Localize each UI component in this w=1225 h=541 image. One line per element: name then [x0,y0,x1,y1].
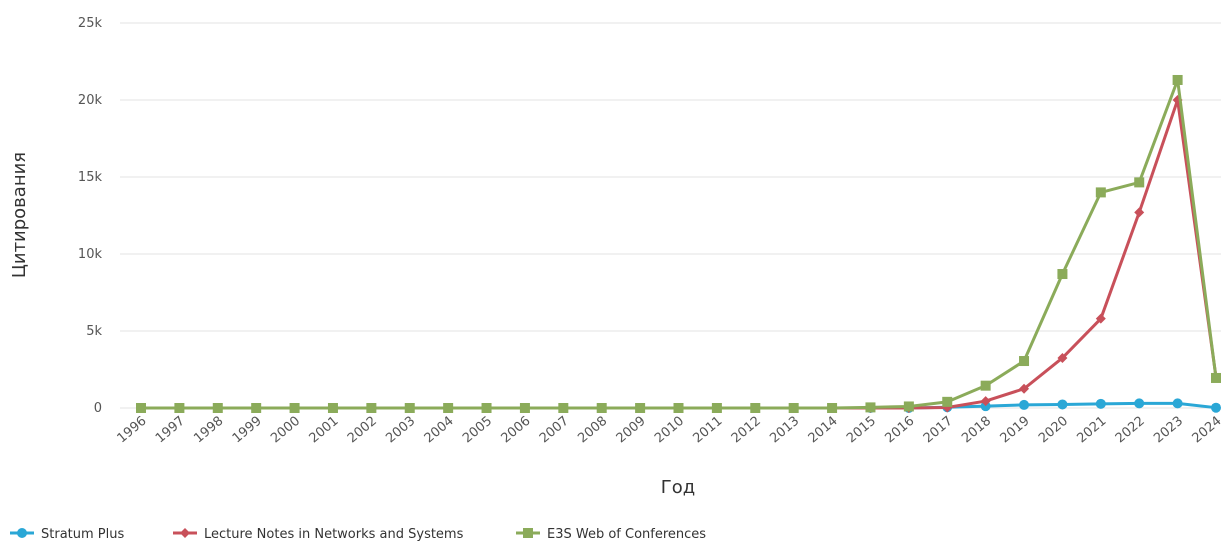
data-point [1134,398,1145,409]
x-tick-label: 2009 [614,414,649,447]
data-point [1172,74,1183,85]
x-tick-label: 2014 [806,414,841,447]
data-point [980,401,991,412]
x-tick-label: 2022 [1113,414,1148,447]
x-tick-label: 2015 [844,414,879,447]
data-point [980,380,991,391]
y-tick-label: 5k [86,324,102,339]
x-tick-label: 2002 [345,414,380,447]
x-tick-label: 2011 [690,414,725,447]
data-point [1019,383,1030,394]
data-point [1134,177,1145,188]
legend-label: E3S Web of Conferences [547,527,706,541]
data-point [1095,398,1106,409]
data-point [1057,269,1068,280]
legend-label: Lecture Notes in Networks and Systems [204,527,464,541]
x-tick-label: 2018 [959,414,994,447]
data-point [1134,207,1145,218]
legend-marker [180,528,190,538]
x-tick-label: 2020 [1036,414,1071,447]
data-point [1019,399,1030,410]
data-point [1057,352,1068,363]
data-point [1095,187,1106,198]
x-tick-label: 2008 [575,414,610,447]
x-tick-label: 2004 [422,414,457,447]
y-tick-label: 10k [78,247,103,262]
x-tick-label: 2024 [1190,414,1225,447]
x-axis-title: Год [661,477,695,498]
data-point [1019,356,1030,367]
x-tick-label: 2012 [729,414,764,447]
x-tick-label: 2016 [882,414,917,447]
legend-marker [17,528,27,538]
data-point [903,401,914,412]
x-tick-label: 2017 [921,414,956,447]
x-tick-label: 2000 [268,414,303,447]
data-point [596,403,607,413]
data-point [212,403,223,413]
data-point [443,403,454,413]
data-point [1095,313,1106,324]
data-point [942,396,953,407]
data-point [980,396,991,407]
data-point [251,403,262,413]
data-point [327,403,338,413]
data-point [404,403,415,413]
legend-label: Stratum Plus [41,527,124,541]
data-point [1172,398,1183,409]
data-point [865,402,876,413]
legend-item[interactable]: Lecture Notes in Networks and Systems [173,527,464,541]
data-point [1057,399,1068,410]
x-tick-label: 2021 [1074,414,1109,447]
x-tick-label: 1998 [191,414,226,447]
data-point [788,403,799,413]
data-point [174,403,185,413]
legend-item[interactable]: Stratum Plus [10,527,124,541]
y-axis-title: Цитирования [9,152,30,278]
y-tick-label: 15k [78,170,103,185]
data-point [635,403,646,413]
grid-lines [120,22,1221,409]
series-line [141,78,1218,410]
x-tick-label: 2013 [767,414,802,447]
data-point [366,403,377,413]
data-point [289,403,300,413]
data-point [519,403,530,413]
x-tick-label: 2001 [307,414,342,447]
x-tick-label: 2006 [499,414,534,447]
series-3 [136,74,1221,413]
y-tick-label: 20k [78,93,103,108]
data-point [673,403,684,413]
x-tick-label: 1996 [115,414,150,447]
y-tick-label: 25k [78,16,103,31]
data-point [136,403,146,413]
x-tick-label: 1997 [153,414,188,447]
x-tick-label: 2023 [1151,414,1186,447]
data-point [558,403,569,413]
x-tick-label: 2007 [537,414,572,447]
legend-item[interactable]: E3S Web of Conferences [516,527,706,541]
data-point [711,403,722,413]
x-tick-label: 2003 [383,414,418,447]
legend-marker [523,528,533,538]
x-tick-label: 2010 [652,414,687,447]
data-point [481,403,492,413]
legend: Stratum Plus Lecture Notes in Networks an… [10,527,706,541]
data-point [1211,402,1221,413]
x-tick-label: 2005 [460,414,495,447]
series-lines [136,74,1221,413]
data-point [827,403,838,413]
x-axis-ticks: 1996 1997 1998 1999 2000 2001 2002 2003 2004 2005… [115,414,1225,447]
y-axis-ticks: 0 5k 10k 15k 20k 25k [78,16,103,416]
x-tick-label: 1999 [230,414,265,447]
data-point [750,403,761,413]
data-point [1211,372,1221,383]
y-tick-label: 0 [94,401,102,416]
x-tick-label: 2019 [998,414,1033,447]
